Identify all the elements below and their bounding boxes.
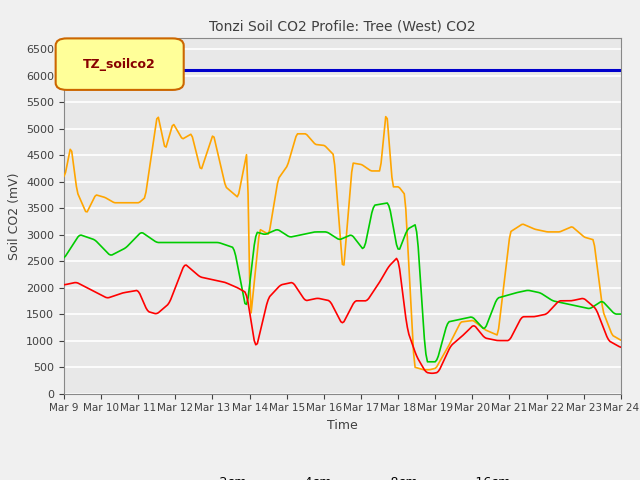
FancyBboxPatch shape [56, 38, 184, 90]
Legend: -2cm, -4cm, -8cm, -16cm: -2cm, -4cm, -8cm, -16cm [169, 471, 516, 480]
X-axis label: Time: Time [327, 419, 358, 432]
Title: Tonzi Soil CO2 Profile: Tree (West) CO2: Tonzi Soil CO2 Profile: Tree (West) CO2 [209, 19, 476, 33]
Text: TZ_soilco2: TZ_soilco2 [83, 58, 156, 71]
Y-axis label: Soil CO2 (mV): Soil CO2 (mV) [8, 172, 20, 260]
